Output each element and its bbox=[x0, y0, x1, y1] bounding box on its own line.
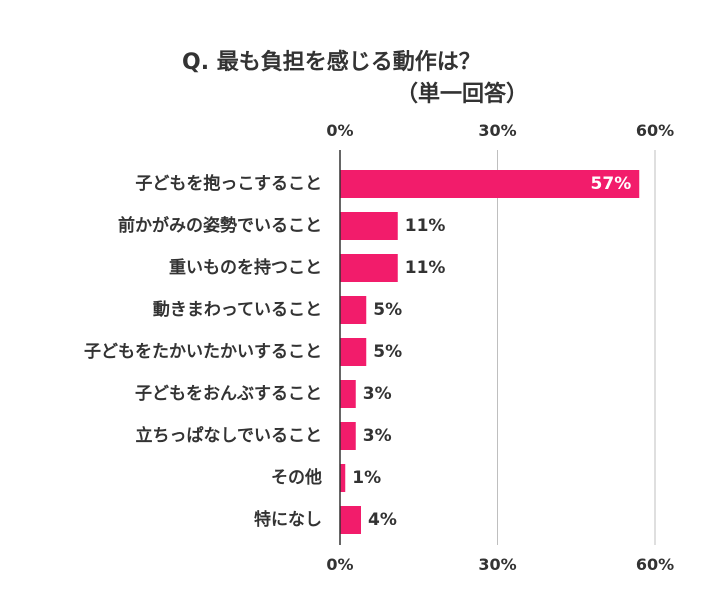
value-label-0: 57% bbox=[591, 174, 632, 194]
category-label-4: 子どもをたかいたかいすること bbox=[84, 342, 322, 362]
bar-1 bbox=[340, 212, 398, 240]
bar-4 bbox=[340, 338, 367, 366]
value-label-7: 1% bbox=[352, 468, 381, 488]
bar-3 bbox=[340, 296, 367, 324]
category-label-3: 動きまわっていること bbox=[153, 299, 322, 320]
chart-title: Q. 最も負担を感じる動作は？ bbox=[182, 50, 481, 75]
category-label-5: 子どもをおんぶすること bbox=[135, 384, 322, 404]
bar-2 bbox=[340, 254, 398, 282]
category-label-0: 子どもを抱っこすること bbox=[135, 173, 322, 194]
value-label-1: 11% bbox=[405, 216, 446, 236]
tick-label-top-2: 60% bbox=[636, 121, 674, 140]
category-label-2: 重いものを持つこと bbox=[169, 257, 322, 278]
value-label-3: 5% bbox=[373, 300, 402, 320]
tick-label-bottom-0: 0% bbox=[326, 555, 353, 574]
tick-label-top-0: 0% bbox=[326, 121, 353, 140]
value-label-8: 4% bbox=[368, 510, 397, 530]
tick-label-bottom-2: 60% bbox=[636, 555, 674, 574]
tick-label-bottom-1: 30% bbox=[478, 555, 516, 574]
category-label-8: 特になし bbox=[254, 509, 322, 530]
tick-label-top-1: 30% bbox=[478, 121, 516, 140]
chart-subtitle: （単一回答） bbox=[396, 82, 529, 107]
value-label-4: 5% bbox=[373, 342, 402, 362]
value-label-5: 3% bbox=[363, 384, 392, 404]
category-label-6: 立ちっぱなしでいること bbox=[136, 425, 323, 446]
bar-0 bbox=[340, 170, 640, 198]
bar-5 bbox=[340, 380, 356, 408]
bar-8 bbox=[340, 506, 361, 534]
bar-7 bbox=[340, 464, 346, 492]
value-label-2: 11% bbox=[405, 258, 446, 278]
value-label-6: 3% bbox=[363, 426, 392, 446]
bar-6 bbox=[340, 422, 356, 450]
category-label-7: その他 bbox=[271, 467, 322, 488]
category-label-1: 前かがみの姿勢でいること bbox=[118, 215, 322, 236]
